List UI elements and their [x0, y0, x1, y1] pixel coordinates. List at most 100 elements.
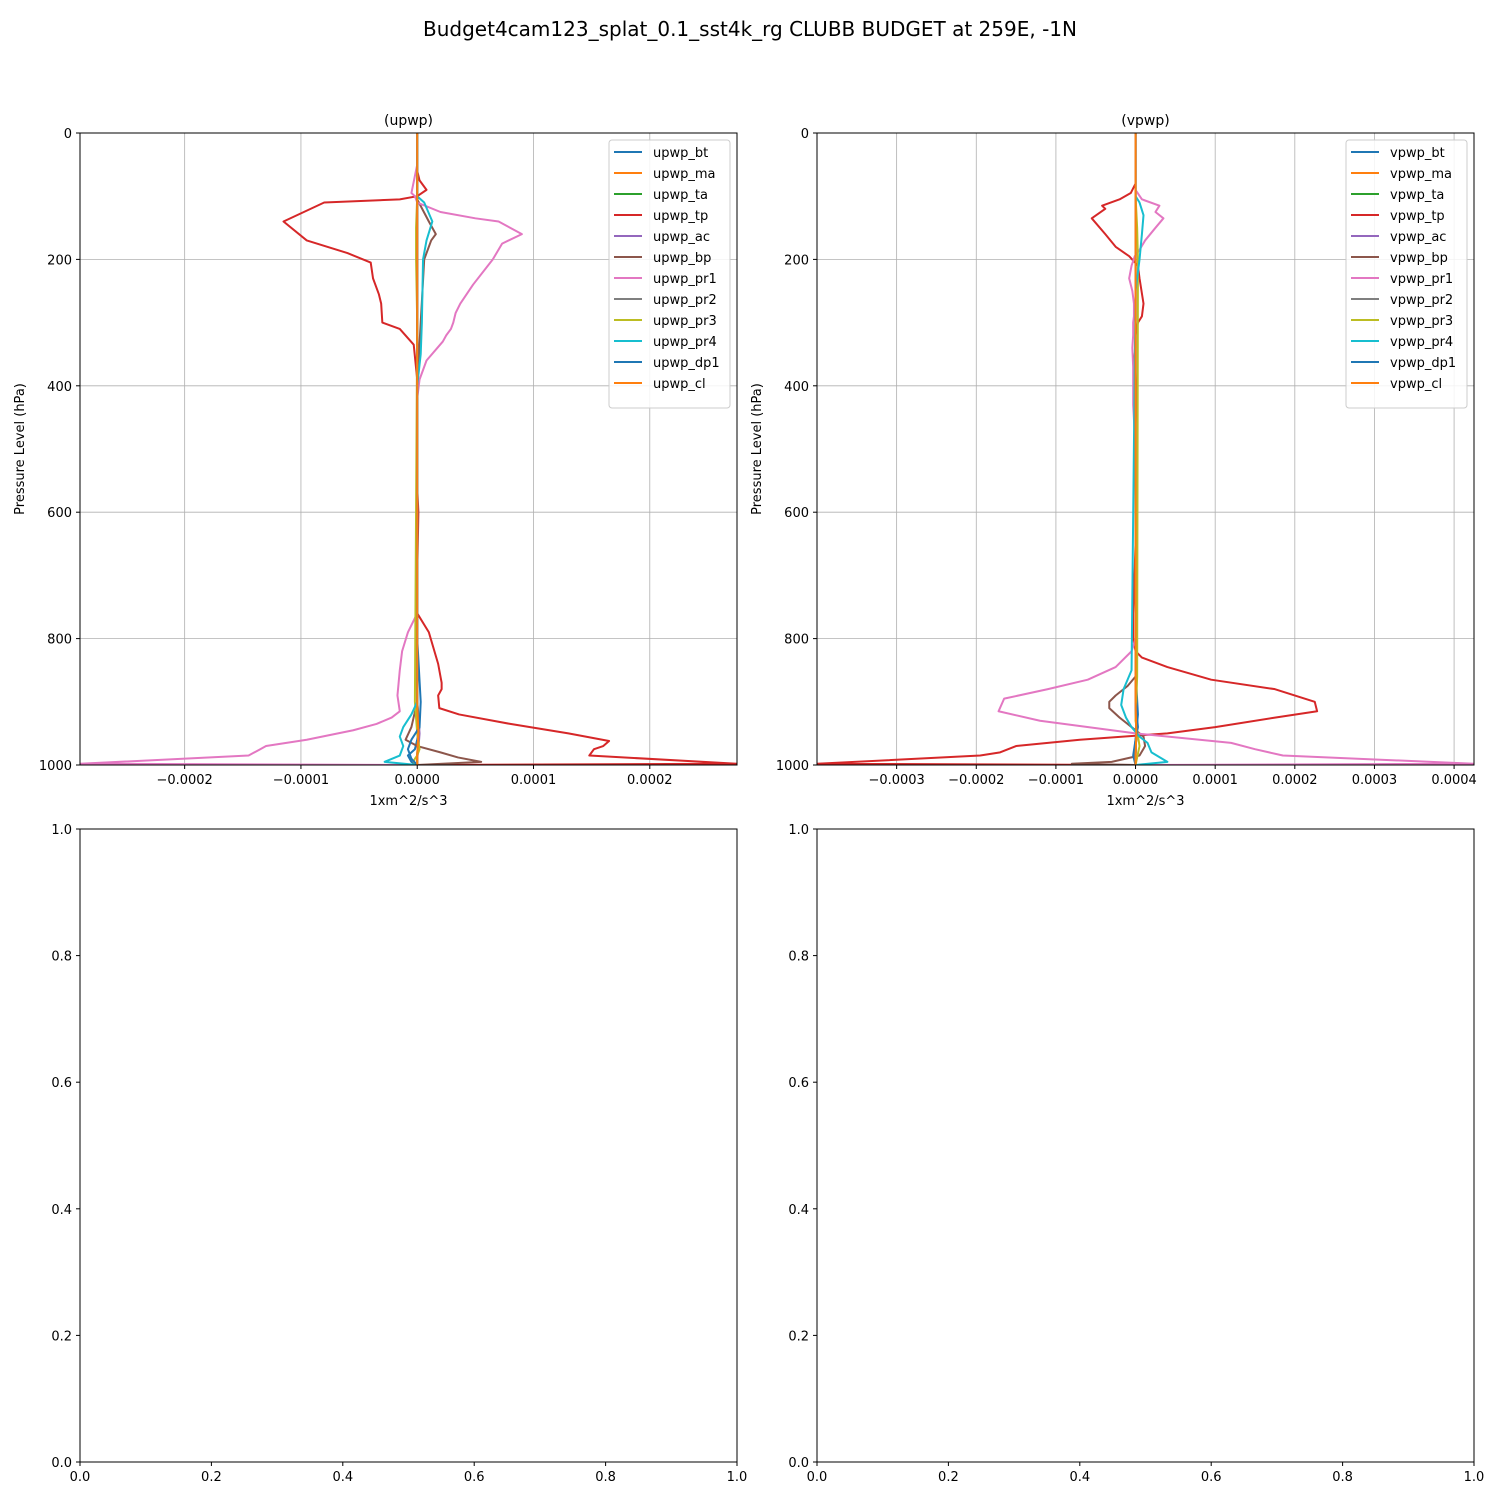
legend-entry: vpwp_pr4: [1390, 335, 1453, 350]
legend-entry: upwp_dp1: [653, 356, 720, 371]
x-tick-label: 0.8: [1332, 1470, 1353, 1485]
legend-entry: upwp_pr1: [653, 272, 717, 287]
legend-entry: vpwp_bt: [1390, 146, 1445, 161]
x-tick-label: 0.0003: [1352, 773, 1398, 788]
x-tick-label: 0.0002: [627, 773, 673, 788]
x-tick-label: −0.0001: [273, 773, 329, 788]
x-tick-label: 0.0: [807, 1470, 828, 1485]
x-tick-label: 0.0: [70, 1470, 91, 1485]
series-lines: [80, 133, 737, 765]
panel-title: (upwp): [384, 113, 433, 129]
y-tick-label: 400: [784, 380, 809, 395]
x-tick-label: 0.0000: [1113, 773, 1159, 788]
series-line-vpwp_cl: [1134, 133, 1138, 765]
x-tick-label: 0.4: [1069, 1470, 1090, 1485]
legend-entry: upwp_ma: [653, 167, 716, 182]
x-tick-label: 0.2: [201, 1470, 222, 1485]
legend: vpwp_bt vpwp_ma vpwp_ta vpwp_tp vpwp_ac vpwp_…: [1345, 139, 1468, 409]
y-tick-label: 200: [47, 253, 72, 268]
plot-area: [80, 829, 737, 1462]
axes-frame: [816, 828, 1475, 1463]
legend-entry: vpwp_cl: [1390, 377, 1442, 392]
x-tick-label: 0.4: [332, 1470, 353, 1485]
x-tick-label: 0.6: [1201, 1470, 1222, 1485]
y-axis-label: Pressure Level (hPa): [13, 383, 28, 515]
legend-entry: vpwp_bp: [1390, 251, 1448, 266]
legend-entry: upwp_tp: [653, 209, 708, 224]
y-tick-label: 0.2: [51, 1329, 72, 1344]
series-line-upwp_pr1: [80, 133, 523, 765]
legend-entry: vpwp_tp: [1390, 209, 1445, 224]
legend-entry: vpwp_pr3: [1390, 314, 1453, 329]
legend-entry: upwp_bt: [653, 146, 708, 161]
series-line-vpwp_pr4: [1120, 133, 1169, 765]
x-tick-label: 0.0000: [394, 773, 440, 788]
y-tick-label: 1000: [39, 759, 72, 774]
series-lines: [817, 133, 1474, 765]
y-tick-label: 600: [784, 506, 809, 521]
plot-area: [817, 829, 1474, 1462]
axes-frame: [79, 828, 738, 1463]
x-tick-label: 1.0: [727, 1470, 748, 1485]
legend-entry: upwp_ac: [653, 230, 710, 245]
x-tick-label: 0.0002: [1272, 773, 1318, 788]
legend-entry: upwp_cl: [653, 377, 706, 392]
series-line-vpwp_bp: [1070, 133, 1147, 765]
panel-empty-left: 0.0 0.2 0.4 0.6 0.8 1.0 0.0 0.2 0.4 0.6 0.8 1.0: [51, 823, 747, 1485]
x-tick-label: 1.0: [1464, 1470, 1485, 1485]
y-tick-label: 800: [47, 633, 72, 648]
legend: upwp_bt upwp_ma upwp_ta upwp_tp upwp_ac upwp_…: [608, 139, 731, 409]
axes-frame: [79, 132, 738, 766]
x-tick-label: 0.0004: [1431, 773, 1477, 788]
x-tick-label: −0.0001: [1028, 773, 1084, 788]
y-tick-label: 0: [801, 127, 809, 142]
y-tick-label: 0.6: [788, 1076, 809, 1091]
legend-entry: upwp_pr2: [653, 293, 717, 308]
legend-entry: vpwp_ac: [1390, 230, 1446, 245]
legend-entry: vpwp_pr1: [1390, 272, 1453, 287]
x-tick-label: 0.0001: [511, 773, 557, 788]
y-tick-label: 800: [784, 633, 809, 648]
y-tick-label: 1.0: [788, 823, 809, 838]
y-tick-label: 0.2: [788, 1329, 809, 1344]
x-tick-label: −0.0002: [948, 773, 1004, 788]
legend-entry: vpwp_ma: [1390, 167, 1452, 182]
legend-entry: vpwp_ta: [1390, 188, 1444, 203]
y-tick-label: 600: [47, 506, 72, 521]
y-tick-label: 1.0: [51, 823, 72, 838]
y-axis-label: Pressure Level (hPa): [750, 383, 765, 515]
panel-empty-right: 0.0 0.2 0.4 0.6 0.8 1.0 0.0 0.2 0.4 0.6 0.8 1.0: [788, 823, 1484, 1485]
x-tick-label: 0.6: [464, 1470, 485, 1485]
figure-title: Budget4cam123_splat_0.1_sst4k_rg CLUBB B…: [423, 17, 1077, 41]
legend-entry: upwp_ta: [653, 188, 708, 203]
x-tick-label: −0.0003: [868, 773, 924, 788]
series-line-vpwp_pr1: [997, 133, 1474, 765]
y-tick-label: 0: [64, 127, 72, 142]
y-tick-label: 0.4: [51, 1203, 72, 1218]
axes-frame: [816, 132, 1475, 766]
legend-entry: upwp_pr4: [653, 335, 717, 350]
y-tick-label: 0.8: [51, 950, 72, 965]
x-axis-label: 1xm^2/s^3: [369, 794, 447, 809]
legend-entry: vpwp_pr2: [1390, 293, 1453, 308]
y-tick-label: 0.6: [51, 1076, 72, 1091]
legend-entry: upwp_pr3: [653, 314, 717, 329]
x-tick-label: 0.8: [595, 1470, 616, 1485]
y-tick-label: 0.0: [51, 1456, 72, 1471]
y-tick-label: 200: [784, 253, 809, 268]
panel-upwp: −0.0002 −0.0001 0.0000 0.0001 0.0002 0 200 400 6…: [13, 113, 738, 809]
y-tick-label: 0.0: [788, 1456, 809, 1471]
y-tick-label: 400: [47, 380, 72, 395]
legend-entry: upwp_bp: [653, 251, 711, 266]
x-tick-label: 0.0001: [1192, 773, 1238, 788]
panel-vpwp: −0.0003 −0.0002 −0.0001 0.0000 0.0001 0.0002 0…: [750, 113, 1477, 809]
x-tick-label: 0.2: [938, 1470, 959, 1485]
panel-title: (vpwp): [1121, 113, 1169, 129]
x-axis-label: 1xm^2/s^3: [1106, 794, 1184, 809]
y-tick-label: 1000: [776, 759, 809, 774]
series-line-upwp_cl: [416, 133, 420, 765]
legend-entry: vpwp_dp1: [1390, 356, 1456, 371]
x-tick-label: −0.0002: [156, 773, 212, 788]
y-tick-label: 0.4: [788, 1203, 809, 1218]
